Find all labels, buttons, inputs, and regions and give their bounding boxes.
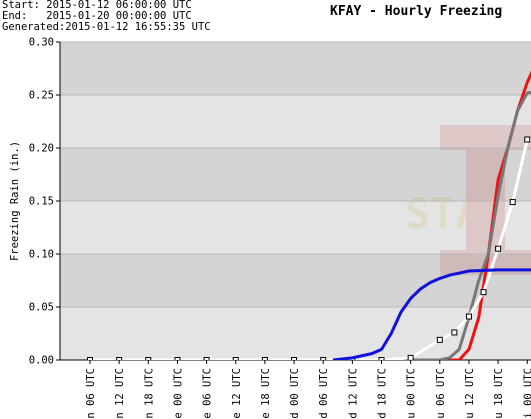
generated-value: 2015-01-12 16:55:35 UTC (65, 21, 211, 33)
series-point (451, 329, 458, 336)
x-tick-label: Wed 12 UTC (347, 368, 359, 419)
series-point (203, 357, 210, 360)
series-point (407, 354, 414, 360)
x-tick-label: Mon 12 UTC (114, 368, 126, 419)
x-tick-label: Mon 06 UTC (85, 368, 97, 419)
y-tick-label: 0.15 (29, 196, 54, 208)
chart-title: KFAY - Hourly Freezing (330, 4, 503, 19)
series-point (495, 245, 502, 252)
series-point (145, 357, 152, 360)
series-point (480, 289, 487, 296)
series-point (116, 357, 123, 360)
series-point (465, 313, 472, 320)
plot-background (60, 42, 531, 360)
background-band (60, 254, 531, 307)
background-band (60, 148, 531, 201)
background-band (60, 307, 531, 360)
x-axis-ticks: Mon 06 UTC Mon 12 UTC Mon 18 UTC Tue 00 UTC… (85, 360, 531, 419)
y-axis-ticks: 0.00 0.05 0.10 0.15 0.20 0.25 0.30 (29, 37, 60, 367)
x-tick-label: Tue 12 UTC (231, 368, 243, 419)
series-point (232, 357, 239, 360)
x-tick-label: Thu 00 UTC (406, 368, 418, 419)
series-point (261, 357, 268, 360)
data-series (87, 70, 531, 360)
y-axis-label: Freezing Rain (in.) (9, 141, 21, 261)
x-tick-label: Wed 06 UTC (318, 368, 330, 419)
series-point (509, 199, 516, 206)
start-value: 2015-01-12 06:00:00 UTC (46, 0, 192, 11)
y-tick-label: 0.30 (29, 37, 54, 49)
x-tick-label: Tue 00 UTC (172, 368, 184, 419)
x-tick-label: Mon 18 UTC (143, 368, 155, 419)
series-line (332, 268, 531, 360)
background-band (60, 201, 531, 254)
y-tick-label: 0.00 (29, 355, 54, 367)
x-tick-label: Wed 00 UTC (289, 368, 301, 419)
series-point (378, 357, 385, 360)
grid-lines (60, 41, 531, 361)
series-point (436, 336, 443, 343)
series-point (320, 357, 327, 360)
y-tick-label: 0.25 (29, 90, 54, 102)
series-line (410, 90, 531, 360)
watermark-logo: STA (405, 125, 531, 275)
series-point (524, 136, 531, 143)
end-value: 2015-01-20 00:00:00 UTC (46, 10, 192, 22)
x-tick-label: Thu 12 UTC (464, 368, 476, 419)
generated-label: Generated: (2, 21, 66, 33)
series-point (291, 357, 298, 360)
series-point (174, 357, 181, 360)
series-point (87, 357, 93, 360)
x-tick-label: Fri 00 UTC (522, 368, 531, 419)
start-label: Start: (2, 0, 40, 11)
x-tick-label: Tue 18 UTC (260, 368, 272, 419)
background-band (60, 95, 531, 148)
x-tick-label: Thu 18 UTC (493, 368, 505, 419)
y-tick-label: 0.05 (29, 302, 54, 314)
x-tick-label: Thu 06 UTC (435, 368, 447, 419)
y-tick-label: 0.10 (29, 249, 54, 261)
x-tick-label: Tue 06 UTC (202, 368, 214, 419)
x-tick-label: Wed 18 UTC (377, 368, 389, 419)
svg-text:STA: STA (405, 189, 481, 238)
y-tick-label: 0.20 (29, 143, 54, 155)
end-label: End: (2, 10, 28, 22)
background-band (60, 42, 531, 95)
header-info: Start: 2015-01-12 06:00:00 UTC End: 2015… (2, 0, 211, 33)
